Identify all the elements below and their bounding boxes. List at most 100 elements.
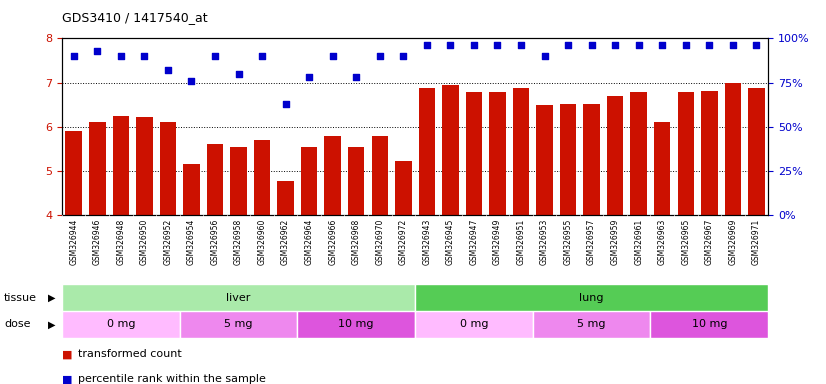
Text: GSM326960: GSM326960 [258, 218, 267, 265]
Bar [230, 147, 247, 215]
Bar [513, 88, 529, 215]
Point [279, 101, 292, 107]
Bar [372, 136, 388, 215]
Point [656, 42, 669, 48]
Text: GSM326945: GSM326945 [446, 218, 455, 265]
Bar [180, 311, 297, 338]
Bar [651, 311, 768, 338]
Point [232, 71, 245, 77]
Text: transformed count: transformed count [78, 349, 183, 359]
Text: GSM326955: GSM326955 [563, 218, 572, 265]
Text: GSM326962: GSM326962 [281, 218, 290, 265]
Text: GSM326972: GSM326972 [399, 218, 408, 265]
Text: ▶: ▶ [48, 319, 56, 329]
Text: 5 mg: 5 mg [577, 319, 606, 329]
Bar [206, 144, 223, 215]
Point [538, 53, 551, 59]
Point [91, 48, 104, 54]
Bar [348, 147, 364, 215]
Bar [159, 122, 176, 215]
Bar [112, 116, 129, 215]
Text: GSM326957: GSM326957 [587, 218, 596, 265]
Bar [301, 147, 317, 215]
Text: GSM326946: GSM326946 [93, 218, 102, 265]
Text: tissue: tissue [4, 293, 37, 303]
Text: GSM326970: GSM326970 [375, 218, 384, 265]
Text: GSM326949: GSM326949 [493, 218, 502, 265]
Point [326, 53, 339, 59]
Text: dose: dose [4, 319, 31, 329]
Bar [442, 85, 458, 215]
Bar [65, 131, 82, 215]
Point [396, 53, 410, 59]
Bar [254, 140, 270, 215]
Text: ■: ■ [62, 349, 73, 359]
Text: GSM326954: GSM326954 [187, 218, 196, 265]
Text: 10 mg: 10 mg [691, 319, 727, 329]
Text: GSM326961: GSM326961 [634, 218, 643, 265]
Bar [183, 164, 200, 215]
Point [562, 42, 575, 48]
Text: GSM326959: GSM326959 [610, 218, 620, 265]
Bar [489, 92, 506, 215]
Point [161, 67, 174, 73]
Bar [536, 104, 553, 215]
Text: 0 mg: 0 mg [107, 319, 135, 329]
Text: 0 mg: 0 mg [459, 319, 488, 329]
Text: ▶: ▶ [48, 293, 56, 303]
Bar [395, 161, 411, 215]
Point [585, 42, 598, 48]
Point [609, 42, 622, 48]
Bar [419, 88, 435, 215]
Point [67, 53, 80, 59]
Text: GSM326963: GSM326963 [657, 218, 667, 265]
Text: GSM326948: GSM326948 [116, 218, 126, 265]
Point [679, 42, 692, 48]
Point [703, 42, 716, 48]
Bar [533, 311, 651, 338]
Point [468, 42, 481, 48]
Bar [701, 91, 718, 215]
Point [750, 42, 763, 48]
Point [208, 53, 221, 59]
Point [255, 53, 268, 59]
Text: GSM326968: GSM326968 [352, 218, 361, 265]
Bar [724, 83, 741, 215]
Bar [415, 311, 533, 338]
Bar [748, 88, 765, 215]
Text: GSM326958: GSM326958 [234, 218, 243, 265]
Point [349, 74, 363, 80]
Bar [560, 104, 577, 215]
Text: percentile rank within the sample: percentile rank within the sample [78, 374, 266, 384]
Text: GSM326964: GSM326964 [305, 218, 314, 265]
Point [444, 42, 457, 48]
Bar [607, 96, 624, 215]
Text: 10 mg: 10 mg [339, 319, 374, 329]
Text: GSM326951: GSM326951 [516, 218, 525, 265]
Bar [136, 117, 153, 215]
Text: lung: lung [579, 293, 604, 303]
Text: GSM326967: GSM326967 [705, 218, 714, 265]
Bar [677, 92, 694, 215]
Text: GSM326969: GSM326969 [729, 218, 738, 265]
Bar [62, 311, 180, 338]
Point [515, 42, 528, 48]
Point [114, 53, 127, 59]
Point [302, 74, 316, 80]
Bar [278, 180, 294, 215]
Bar [415, 284, 768, 311]
Bar [325, 136, 341, 215]
Text: GSM326971: GSM326971 [752, 218, 761, 265]
Text: GSM326953: GSM326953 [540, 218, 549, 265]
Point [491, 42, 504, 48]
Bar [62, 284, 415, 311]
Text: GSM326950: GSM326950 [140, 218, 149, 265]
Text: ■: ■ [62, 374, 73, 384]
Point [138, 53, 151, 59]
Bar [466, 92, 482, 215]
Text: GDS3410 / 1417540_at: GDS3410 / 1417540_at [62, 12, 207, 25]
Point [373, 53, 387, 59]
Bar [89, 122, 106, 215]
Text: GSM326944: GSM326944 [69, 218, 78, 265]
Point [632, 42, 645, 48]
